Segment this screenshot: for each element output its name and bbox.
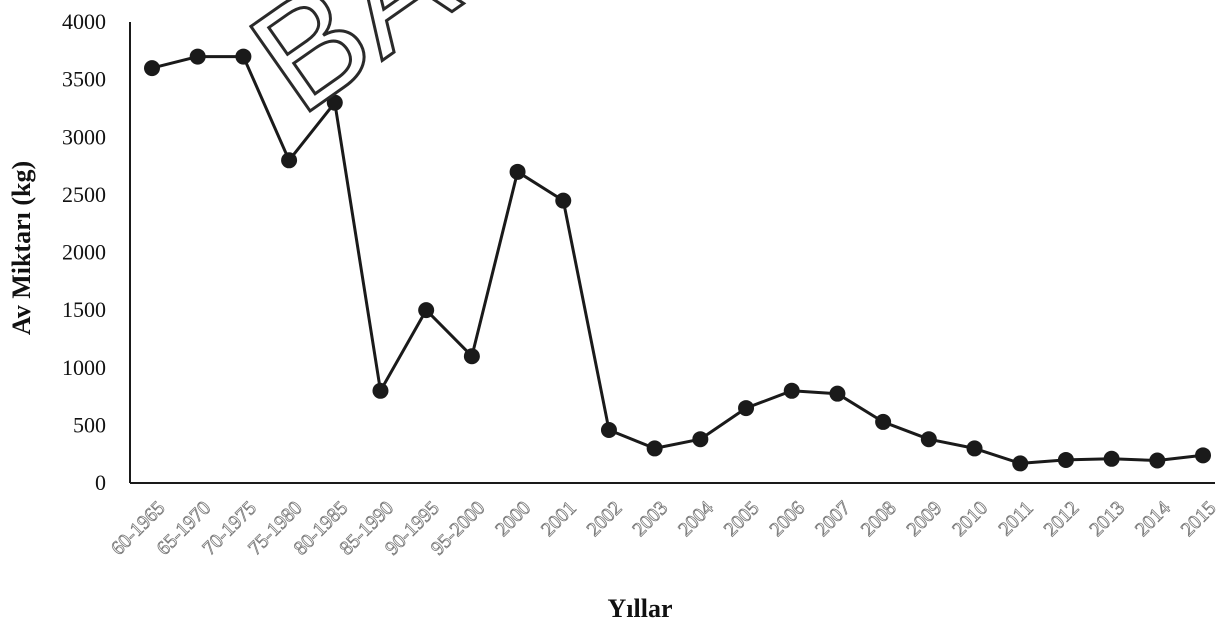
x-tick-label: 2003	[628, 497, 672, 541]
data-point	[966, 440, 983, 457]
y-tick-label: 2000	[62, 240, 106, 265]
y-tick-label: 2500	[62, 182, 106, 207]
x-tick-label: 2015	[1177, 497, 1221, 541]
y-tick-label: 3000	[62, 124, 106, 149]
y-tick-labels: 0 500 1000 1500 2000 2500 3000 3500 4000	[62, 9, 106, 495]
x-tick-labels: 60-196565-197070-197575-198080-198585-19…	[106, 497, 1221, 561]
data-point	[372, 382, 389, 399]
x-tick-label: 2012	[1040, 497, 1084, 541]
data-point	[463, 348, 480, 365]
data-point	[1149, 452, 1166, 469]
y-tick-label: 4000	[62, 9, 106, 34]
y-axis-title: Av Miktarı (kg)	[7, 161, 36, 335]
data-point	[326, 94, 343, 111]
x-axis-title: Yıllar	[608, 594, 673, 623]
data-point	[144, 60, 160, 77]
data-point	[783, 382, 800, 399]
data-point	[509, 163, 526, 180]
y-tick-label: 0	[95, 470, 106, 495]
x-tick-label: 2014	[1131, 497, 1175, 541]
data-point	[600, 421, 617, 438]
x-tick-label: 2008	[857, 497, 901, 541]
x-tick-label: 2002	[583, 497, 627, 541]
x-tick-label: 2013	[1085, 497, 1129, 541]
x-tick-label: 2006	[765, 497, 809, 541]
data-point	[646, 440, 663, 457]
x-tick-label: 2001	[537, 497, 581, 541]
data-point	[829, 385, 846, 402]
data-point	[555, 192, 572, 209]
x-tick-label: 2009	[903, 497, 947, 541]
data-point	[920, 431, 937, 448]
data-point	[189, 48, 206, 65]
data-point	[1012, 455, 1029, 472]
x-tick-label: 2000	[491, 497, 535, 541]
y-tick-label: 500	[73, 412, 106, 437]
x-tick-label: 2007	[811, 497, 855, 541]
data-point	[1057, 451, 1074, 468]
y-tick-label: 3500	[62, 67, 106, 92]
y-tick-label: 1000	[62, 355, 106, 380]
x-tick-label: 2010	[948, 497, 992, 541]
data-point	[692, 431, 709, 448]
data-point	[875, 413, 892, 430]
data-point	[1195, 447, 1211, 464]
data-point	[1103, 450, 1120, 467]
data-point	[235, 48, 252, 65]
data-point	[738, 400, 755, 417]
x-tick-label: 2005	[720, 497, 764, 541]
x-tick-label: 2004	[674, 497, 718, 541]
data-point	[418, 302, 435, 319]
data-point	[281, 152, 298, 169]
data-points	[144, 48, 1211, 472]
x-tick-label: 2011	[994, 497, 1037, 540]
y-tick-label: 1500	[62, 297, 106, 322]
